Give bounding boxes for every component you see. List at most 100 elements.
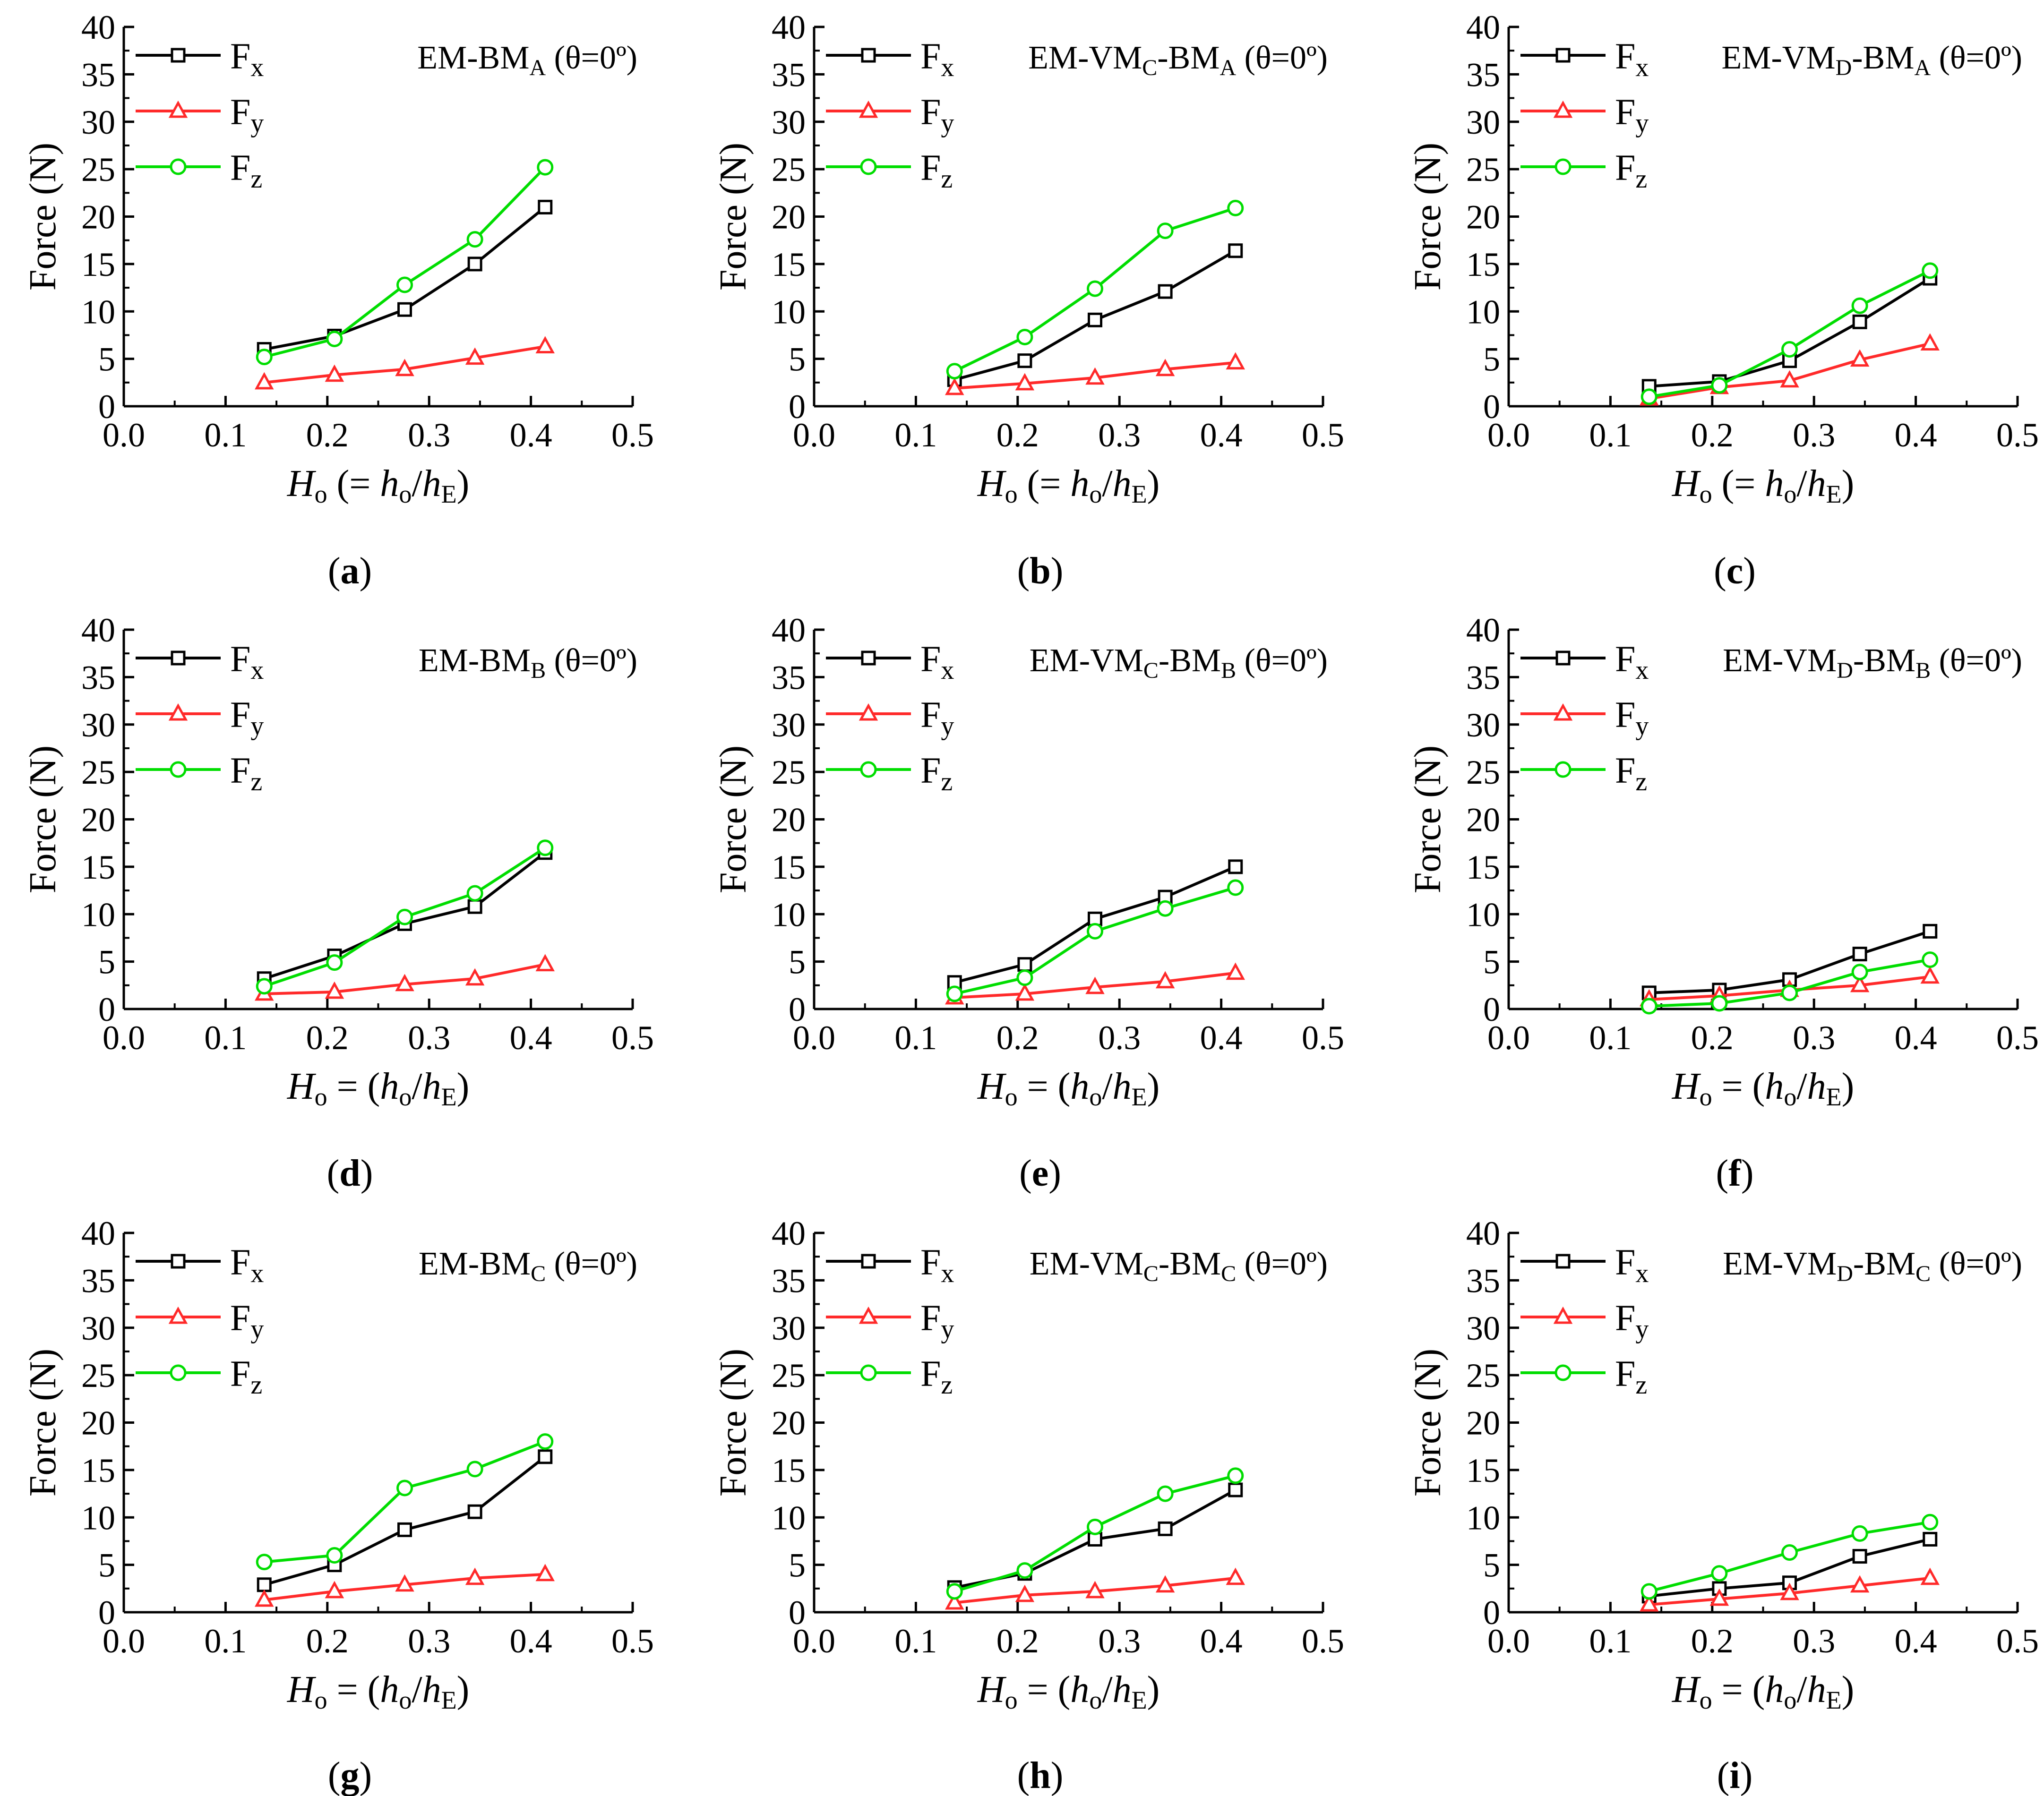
legend-item-Fx: Fx xyxy=(826,35,954,82)
data-point-Fz xyxy=(1016,969,1033,986)
legend-item-Fz: Fz xyxy=(136,750,262,796)
x-tick-label: 0.0 xyxy=(793,416,835,454)
y-tick-label: 35 xyxy=(81,659,115,696)
data-point-Fy xyxy=(1085,367,1105,385)
y-tick-label: 10 xyxy=(81,1499,115,1537)
y-tick-label: 40 xyxy=(772,611,806,649)
data-point-Fy xyxy=(395,1574,414,1592)
x-tick-label: 0.1 xyxy=(894,1019,937,1057)
data-point-Fx xyxy=(1228,859,1243,874)
legend-marker xyxy=(1554,1364,1572,1381)
x-tick-label: 0.0 xyxy=(793,1622,835,1660)
x-tick-label: 0.5 xyxy=(1302,416,1344,454)
data-point-Fz xyxy=(1922,1514,1939,1531)
y-tick-label: 35 xyxy=(772,56,806,94)
series-line-Fx xyxy=(1649,277,1931,388)
data-point-Fy xyxy=(1920,333,1940,351)
legend-item-Fy: Fy xyxy=(136,91,264,138)
data-point-Fx xyxy=(1923,924,1938,939)
legend-marker xyxy=(1553,1306,1573,1324)
legend-label: Fz xyxy=(1615,147,1647,194)
legend-item-Fx: Fx xyxy=(1520,35,1649,82)
legend-label: Fy xyxy=(230,694,264,741)
y-tick-label: 20 xyxy=(81,1404,115,1442)
data-point-Fz xyxy=(466,231,483,248)
y-tick-label: 35 xyxy=(1466,659,1500,696)
y-tick-label: 0 xyxy=(789,991,806,1028)
panel-title: EM-VMC-BMC (θ=0º) xyxy=(1030,1246,1328,1286)
panel-title: EM-VMC-BMA (θ=0º) xyxy=(1028,40,1328,80)
legend-label: Fx xyxy=(920,35,954,82)
x-tick-label: 0.5 xyxy=(611,416,654,454)
legend-marker xyxy=(171,48,186,63)
legend-marker xyxy=(860,158,877,175)
legend-label: Fz xyxy=(230,147,262,194)
data-point-Fx xyxy=(1852,947,1867,962)
data-point-Fy xyxy=(1709,1588,1729,1606)
x-tick-label: 0.4 xyxy=(510,416,552,454)
data-point-Fx xyxy=(1228,1482,1243,1497)
y-tick-label: 35 xyxy=(1466,1262,1500,1300)
data-point-Fz xyxy=(396,908,413,925)
panel-title: EM-VMD-BMA (θ=0º) xyxy=(1721,40,2022,80)
panel-title: EM-VMD-BMC (θ=0º) xyxy=(1723,1246,2022,1286)
chart-panel-f: 0 5 10 15 20 25 30 35 40 0.0 0.1 0.2 0.3 0.4 0.5 Force … xyxy=(1407,611,2039,1194)
chart-panel-e: 0 5 10 15 20 25 30 35 40 0.0 0.1 0.2 0.3 0.4 0.5 Force … xyxy=(713,611,1344,1194)
data-point-Fx xyxy=(467,1504,482,1519)
y-tick-label: 10 xyxy=(772,1499,806,1537)
data-point-Fz xyxy=(396,1480,413,1497)
y-tick-label: 15 xyxy=(81,1452,115,1489)
y-axis-title: Force (N) xyxy=(713,1349,754,1497)
legend-marker xyxy=(1554,158,1572,175)
y-tick-label: 25 xyxy=(1466,1357,1500,1394)
panel-caption: (i) xyxy=(1717,1755,1753,1796)
data-point-Fz xyxy=(1227,199,1244,216)
data-point-Fy xyxy=(1780,370,1799,388)
y-tick-label: 30 xyxy=(772,1309,806,1347)
legend-label: Fy xyxy=(920,1297,954,1344)
data-point-Fx xyxy=(467,899,482,914)
y-tick-label: 25 xyxy=(772,753,806,791)
legend-marker xyxy=(1553,703,1573,721)
series-line-Fx xyxy=(264,1455,546,1586)
series-Fz xyxy=(256,839,554,995)
data-point-Fz xyxy=(1851,964,1868,981)
x-axis-title: Ho (= ho/hE) xyxy=(287,463,469,508)
y-tick-label: 40 xyxy=(81,9,115,46)
x-tick-label: 0.0 xyxy=(103,416,145,454)
x-tick-label: 0.0 xyxy=(1487,416,1530,454)
x-tick-label: 0.4 xyxy=(510,1019,552,1057)
data-point-Fy xyxy=(395,974,414,992)
legend-item-Fy: Fy xyxy=(1520,91,1649,138)
legend-label: Fx xyxy=(920,1241,954,1288)
data-point-Fz xyxy=(1781,1544,1798,1561)
y-tick-label: 40 xyxy=(1466,1214,1500,1252)
x-tick-label: 0.0 xyxy=(103,1019,145,1057)
y-axis-title: Force (N) xyxy=(22,143,64,291)
x-axis-title: Ho = (ho/hE) xyxy=(287,1066,469,1111)
data-point-Fz xyxy=(1781,984,1798,1001)
x-tick-label: 0.0 xyxy=(1487,1019,1530,1057)
y-tick-label: 40 xyxy=(772,1214,806,1252)
data-point-Fz xyxy=(1711,377,1728,394)
y-tick-label: 20 xyxy=(772,198,806,236)
y-tick-label: 35 xyxy=(81,1262,115,1300)
data-point-Fx xyxy=(538,1449,553,1464)
panel-title: EM-BMA (θ=0º) xyxy=(417,40,637,80)
y-tick-label: 20 xyxy=(81,198,115,236)
y-tick-label: 40 xyxy=(772,9,806,46)
legend-label: Fx xyxy=(230,638,264,685)
data-point-Fy xyxy=(535,336,555,354)
data-point-Fz xyxy=(326,954,343,971)
y-tick-label: 25 xyxy=(772,1357,806,1394)
x-tick-label: 0.3 xyxy=(1793,1622,1835,1660)
y-tick-label: 25 xyxy=(1466,151,1500,188)
legend-item-Fz: Fz xyxy=(826,147,953,194)
y-tick-label: 5 xyxy=(789,1547,806,1584)
data-point-Fz xyxy=(256,1554,273,1571)
data-point-Fy xyxy=(535,954,555,972)
x-tick-label: 0.5 xyxy=(1302,1019,1344,1057)
data-point-Fy xyxy=(1015,373,1035,391)
data-point-Fx xyxy=(1923,1531,1938,1547)
data-point-Fz xyxy=(326,330,343,347)
